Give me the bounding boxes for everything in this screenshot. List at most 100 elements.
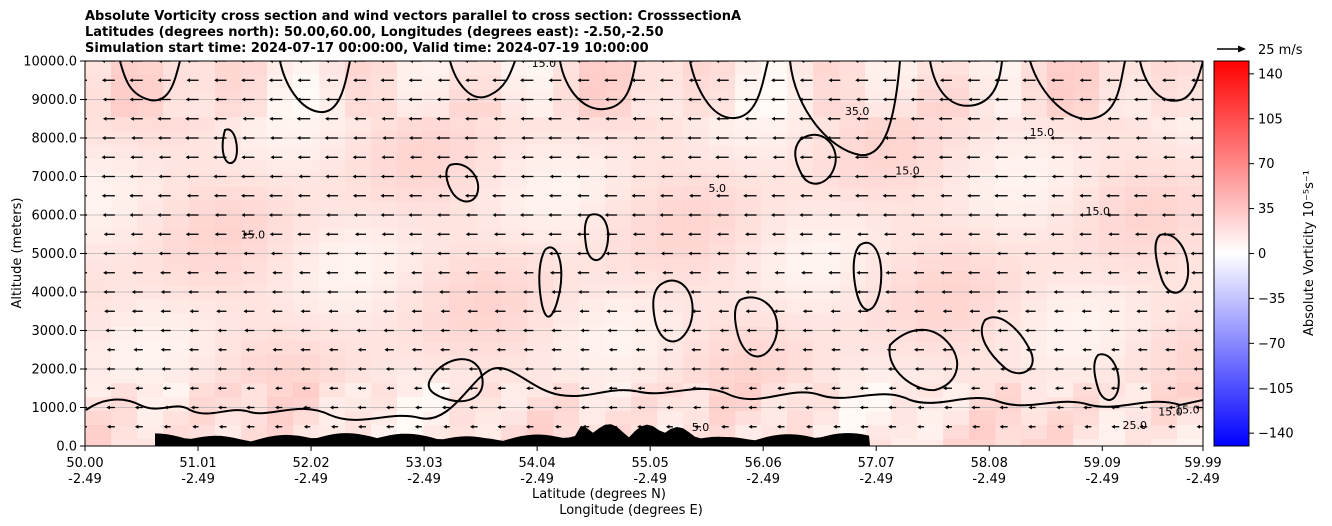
field-cell [709, 243, 736, 258]
field-cell [293, 313, 320, 328]
wind-vector [855, 193, 869, 198]
wind-vector [270, 155, 283, 160]
field-cell [345, 327, 372, 342]
field-cell [891, 89, 918, 104]
wind-vector [411, 290, 422, 294]
wind-vector [383, 328, 394, 333]
field-cell [1177, 313, 1203, 328]
field-cell [995, 411, 1022, 426]
field-cell [85, 341, 112, 356]
field-cell [865, 299, 892, 314]
field-cell [267, 397, 294, 412]
wind-vector [525, 424, 534, 429]
field-cell [423, 187, 450, 202]
field-cell [1125, 341, 1152, 356]
wind-vector [911, 174, 924, 179]
wind-vector [1082, 367, 1092, 371]
field-cell [709, 257, 736, 272]
wind-vector [1162, 193, 1176, 198]
field-cell [865, 243, 892, 258]
wind-vector [436, 136, 450, 140]
wind-vector [604, 213, 618, 217]
wind-vector [856, 116, 869, 121]
field-cell [631, 61, 658, 76]
field-cell [917, 257, 944, 272]
field-cell [241, 131, 268, 146]
field-cell [371, 257, 398, 272]
field-cell [189, 61, 216, 76]
wind-vector [440, 367, 450, 371]
field-cell [241, 173, 268, 188]
field-cell [1125, 397, 1152, 412]
wind-vector [158, 174, 171, 179]
wind-vector [465, 78, 478, 83]
wind-vector [968, 290, 980, 294]
contour-label: 15.0 [895, 165, 920, 178]
field-cell [241, 103, 268, 118]
wind-vector [1193, 367, 1203, 371]
field-cell [631, 215, 658, 230]
field-cell [397, 411, 424, 426]
field-cell [397, 313, 424, 328]
wind-vector [771, 78, 785, 83]
wind-vector [130, 155, 143, 160]
contour-label: 15.0 [1158, 405, 1183, 418]
field-cell [787, 397, 814, 412]
wind-vector [268, 78, 283, 83]
wind-vector [914, 290, 924, 294]
wind-vector [691, 367, 701, 371]
field-cell [943, 369, 970, 384]
wind-vector [326, 78, 339, 83]
field-cell [1151, 439, 1178, 446]
field-cell [657, 313, 684, 328]
field-cell [891, 75, 918, 90]
field-cell [501, 201, 528, 216]
wind-vector [832, 405, 841, 410]
field-cell [1021, 439, 1048, 446]
field-cell [371, 75, 398, 90]
field-cell [189, 131, 216, 146]
wind-vector [104, 309, 115, 314]
field-cell [1021, 313, 1048, 328]
field-cell [917, 215, 944, 230]
field-cell [267, 187, 294, 202]
wind-vector [1165, 367, 1176, 371]
field-cell [891, 313, 918, 328]
field-cell [111, 299, 138, 314]
field-cell [631, 257, 658, 272]
wind-vector [1025, 328, 1036, 333]
field-cell [163, 173, 190, 188]
field-cell [189, 383, 216, 398]
field-cell [813, 187, 840, 202]
field-cell [1073, 313, 1100, 328]
wind-vector [436, 116, 450, 121]
wind-vector [1190, 213, 1203, 217]
field-cell [709, 187, 736, 202]
field-cell [215, 159, 242, 174]
field-cell [943, 145, 970, 160]
field-cell [1151, 341, 1178, 356]
field-cell [865, 411, 892, 426]
wind-vector [85, 329, 87, 332]
wind-vector [777, 386, 785, 391]
field-cell [163, 187, 190, 202]
field-cell [423, 327, 450, 342]
wind-vector [270, 136, 283, 140]
field-cell [579, 201, 606, 216]
wind-vector [1025, 290, 1036, 294]
wind-vector [526, 405, 534, 410]
wind-vector [357, 347, 366, 352]
wind-vector [941, 290, 952, 294]
terrain-fill [155, 424, 870, 446]
contour-line [449, 61, 516, 99]
wind-vector [1164, 309, 1176, 314]
wind-vector [827, 232, 841, 237]
wind-vector [806, 424, 813, 429]
wind-vector [1162, 232, 1176, 237]
field-cell [631, 355, 658, 370]
field-cell [137, 271, 164, 286]
field-cell [85, 187, 112, 202]
field-cell [917, 89, 944, 104]
wind-vector [497, 386, 506, 391]
wind-vector [997, 328, 1008, 333]
